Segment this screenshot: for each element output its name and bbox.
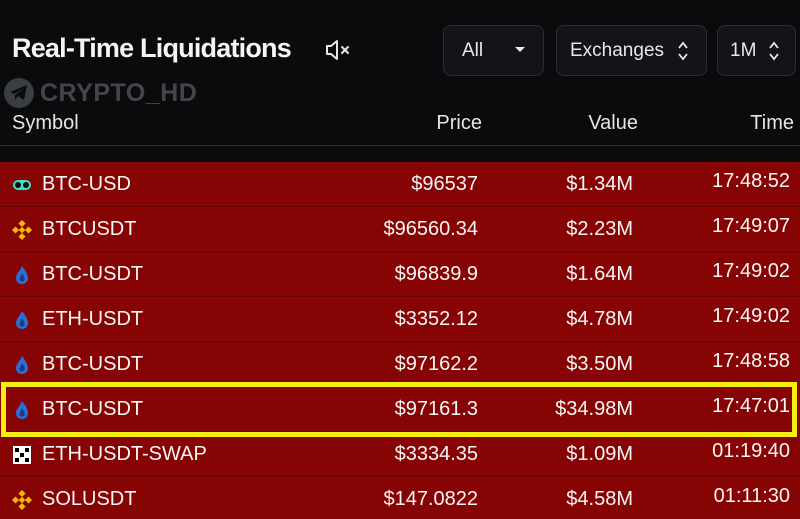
column-header-price[interactable]: Price: [436, 112, 482, 134]
symbol-cell: BTCUSDT: [42, 218, 137, 240]
page-title: Real-Time Liquidations: [12, 33, 292, 63]
value-cell: $1.34M: [566, 173, 633, 195]
price-cell: $97161.3: [394, 398, 478, 420]
chevron-down-icon: [515, 47, 525, 52]
table-row[interactable]: SOLUSDT $147.0822 $4.58M 01:11:30: [0, 477, 800, 519]
table-row[interactable]: BTC-USDT $97161.3 $34.98M 17:47:01: [0, 387, 800, 432]
side-filter-select[interactable]: All: [443, 25, 544, 76]
column-header-symbol[interactable]: Symbol: [12, 112, 79, 134]
value-cell: $4.78M: [566, 308, 633, 330]
symbol-cell: BTC-USDT: [42, 398, 144, 420]
value-cell: $2.23M: [566, 218, 633, 240]
up-down-chevron-icon: [769, 41, 779, 61]
time-cell: 17:49:02: [712, 305, 790, 327]
symbol-cell: ETH-USDT: [42, 308, 144, 330]
value-cell: $1.09M: [566, 443, 633, 465]
speaker-muted-icon[interactable]: [324, 38, 352, 62]
exchange-filter-value: Exchanges: [570, 39, 665, 61]
symbol-cell: SOLUSDT: [42, 488, 137, 510]
table-row[interactable]: ETH-USDT-SWAP $3334.35 $1.09M 01:19:40: [0, 432, 800, 477]
value-cell: $4.58M: [566, 488, 633, 510]
symbol-cell: ETH-USDT-SWAP: [42, 443, 207, 465]
time-cell: 01:19:40: [712, 440, 790, 462]
header: Real-Time Liquidations CRYPTO_HD: [0, 0, 800, 108]
table-row[interactable]: ETH-USDT $3352.12 $4.78M 17:49:02: [0, 297, 800, 342]
column-header-value[interactable]: Value: [588, 112, 638, 134]
price-cell: $3352.12: [394, 308, 478, 330]
huobi-icon: [12, 355, 32, 375]
price-cell: $96839.9: [394, 263, 478, 285]
price-cell: $147.0822: [383, 488, 478, 510]
price-cell: $96537: [411, 173, 478, 195]
watermark: CRYPTO_HD: [4, 78, 197, 108]
symbol-cell: BTC-USDT: [42, 353, 144, 375]
symbol-cell: BTC-USDT: [42, 263, 144, 285]
time-cell: 01:11:30: [713, 485, 790, 507]
column-header-time[interactable]: Time: [750, 112, 794, 134]
binance-icon: [11, 489, 33, 511]
time-cell: 17:49:02: [712, 260, 790, 282]
value-cell: $1.64M: [566, 263, 633, 285]
table-row[interactable]: BTC-USDT $97162.2 $3.50M 17:48:58: [0, 342, 800, 387]
symbol-cell: BTC-USD: [42, 173, 131, 195]
telegram-icon: [4, 78, 34, 108]
time-cell: 17:48:58: [712, 350, 790, 372]
price-cell: $96560.34: [383, 218, 478, 240]
okx-icon: [12, 445, 32, 465]
liquidations-table: BTC-USD $96537 $1.34M 17:48:52 BTCUSDT $…: [0, 162, 800, 519]
value-cell: $34.98M: [555, 398, 633, 420]
huobi-icon: [12, 310, 32, 330]
huobi-icon: [12, 265, 32, 285]
binance-icon: [11, 219, 33, 241]
watermark-text: CRYPTO_HD: [40, 78, 198, 107]
period-filter-value: 1M: [730, 39, 757, 61]
bitmex-icon: [12, 175, 32, 195]
header-divider: [0, 145, 800, 146]
huobi-icon: [12, 400, 32, 420]
period-filter-select[interactable]: 1M: [717, 25, 796, 76]
exchange-filter-select[interactable]: Exchanges: [556, 25, 707, 76]
table-row[interactable]: BTCUSDT $96560.34 $2.23M 17:49:07: [0, 207, 800, 252]
price-cell: $3334.35: [394, 443, 478, 465]
table-row[interactable]: BTC-USDT $96839.9 $1.64M 17:49:02: [0, 252, 800, 297]
time-cell: 17:47:01: [712, 395, 790, 417]
price-cell: $97162.2: [394, 353, 478, 375]
up-down-chevron-icon: [678, 41, 688, 61]
time-cell: 17:49:07: [712, 215, 790, 237]
side-filter-value: All: [462, 39, 484, 61]
value-cell: $3.50M: [566, 353, 633, 375]
table-row[interactable]: BTC-USD $96537 $1.34M 17:48:52: [0, 162, 800, 207]
time-cell: 17:48:52: [712, 170, 790, 192]
